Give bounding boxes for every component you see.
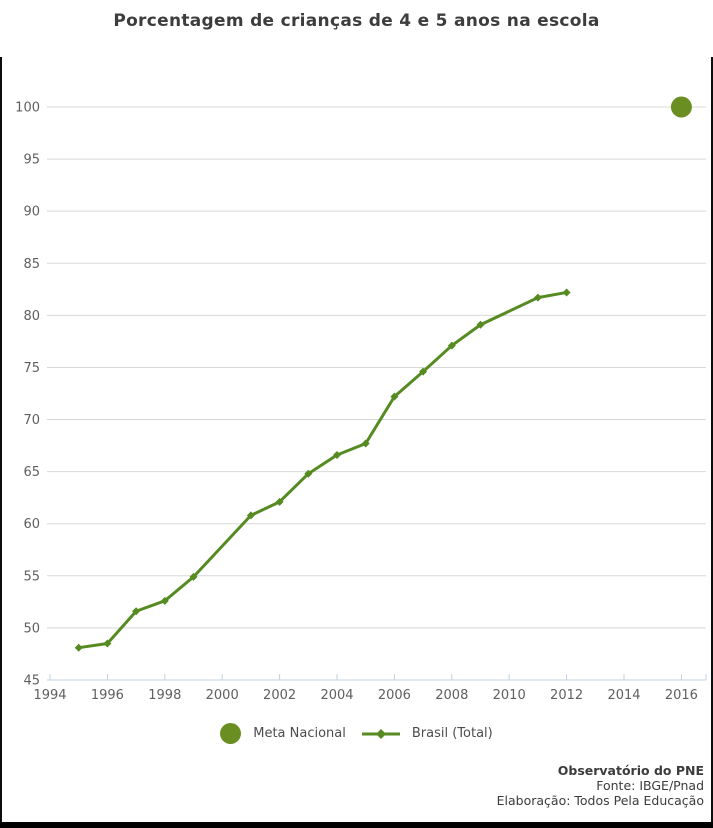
brasil-total-line	[78, 290, 567, 650]
y-axis-label: 95	[23, 153, 40, 168]
x-axis-label: 2004	[320, 688, 353, 703]
data-point-marker[interactable]	[447, 341, 456, 350]
legend-label-brasil-total: Brasil (Total)	[411, 726, 493, 741]
data-point-marker[interactable]	[361, 439, 370, 448]
x-axis-label: 2014	[607, 688, 640, 703]
data-point-marker[interactable]	[304, 469, 313, 478]
data-point-marker[interactable]	[275, 497, 284, 506]
page-border-left	[0, 57, 2, 828]
x-axis-label: 2016	[665, 688, 698, 703]
chart-legend: Meta Nacional Brasil (Total)	[0, 723, 713, 744]
data-point-marker[interactable]	[189, 572, 198, 581]
data-point-marker[interactable]	[74, 643, 83, 652]
y-axis-label: 90	[23, 205, 40, 220]
y-axis-label: 80	[23, 309, 40, 324]
data-point-marker[interactable]	[390, 392, 399, 401]
x-axis-label: 2012	[550, 688, 583, 703]
y-axis-label: 60	[23, 517, 40, 532]
data-point-marker[interactable]	[562, 288, 571, 297]
x-axis-label: 1996	[91, 688, 124, 703]
legend-item-meta-nacional[interactable]: Meta Nacional	[220, 723, 346, 744]
data-point-marker[interactable]	[132, 607, 141, 616]
legend-label-meta-nacional: Meta Nacional	[253, 726, 346, 741]
chart-title: Porcentagem de crianças de 4 e 5 anos na…	[113, 11, 600, 31]
y-axis-label: 100	[15, 101, 40, 116]
data-point-marker[interactable]	[476, 320, 485, 329]
y-axis-label: 50	[23, 621, 40, 636]
footer-source: Fonte: IBGE/Pnad	[596, 778, 704, 793]
y-axis-label: 75	[23, 361, 40, 376]
y-axis-label: 85	[23, 257, 40, 272]
meta-nacional-point[interactable]	[670, 96, 692, 118]
page-border-bottom	[0, 822, 713, 828]
x-axis-label: 2002	[263, 688, 296, 703]
x-axis-label: 1998	[148, 688, 181, 703]
data-point-marker[interactable]	[160, 596, 169, 605]
x-axis-label: 2006	[378, 688, 411, 703]
y-axis-label: 65	[23, 465, 40, 480]
y-axis-label: 55	[23, 569, 40, 584]
x-axis-label: 1994	[33, 688, 66, 703]
x-axis-label: 2010	[493, 688, 526, 703]
x-axis-label: 2000	[206, 688, 239, 703]
y-axis-label: 45	[23, 673, 40, 688]
legend-item-brasil-total[interactable]: Brasil (Total)	[361, 726, 493, 741]
chart-footer: Observatório do PNE Fonte: IBGE/Pnad Ela…	[497, 763, 704, 808]
data-point-marker[interactable]	[333, 450, 341, 459]
y-axis-label: 70	[23, 413, 40, 428]
footer-org: Observatório do PNE	[557, 763, 704, 778]
brasil-total-marker-icon	[361, 728, 400, 739]
data-point-marker[interactable]	[103, 639, 112, 648]
page-border-right	[711, 57, 713, 828]
footer-elaboration: Elaboração: Todos Pela Educação	[496, 793, 704, 808]
data-point-marker[interactable]	[533, 293, 542, 302]
meta-nacional-marker-icon	[220, 723, 242, 744]
data-point-marker[interactable]	[246, 511, 255, 520]
x-axis-label: 2008	[435, 688, 468, 703]
data-point-marker[interactable]	[419, 367, 428, 376]
